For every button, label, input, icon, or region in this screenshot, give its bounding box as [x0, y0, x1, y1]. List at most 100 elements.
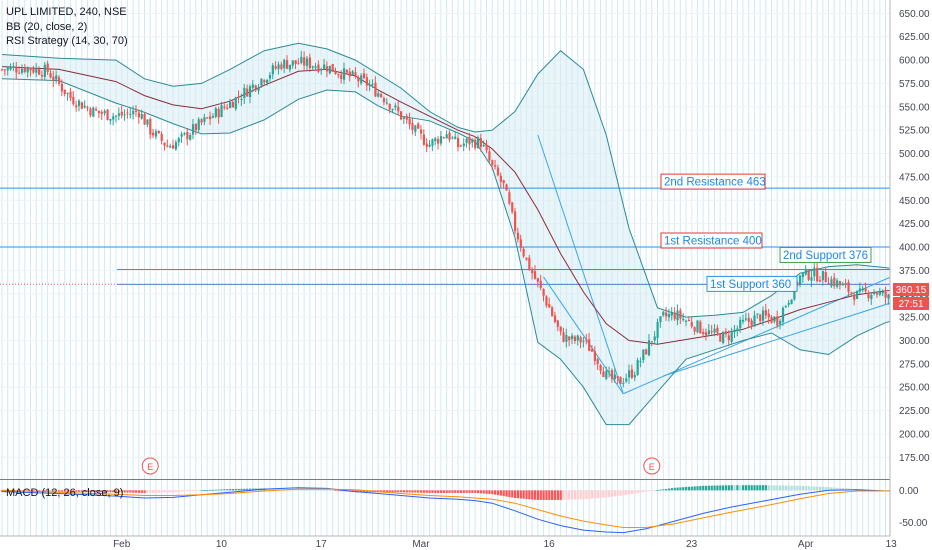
candle-body	[388, 103, 391, 110]
macd-histogram-bar	[394, 490, 397, 493]
candle-body	[109, 119, 112, 121]
time-tick-label: Feb	[113, 539, 131, 550]
candle-body	[174, 142, 178, 150]
macd-histogram-bar	[482, 490, 485, 494]
candle-body	[243, 87, 246, 99]
candle-body	[365, 77, 368, 86]
macd-histogram-bar	[539, 490, 542, 500]
macd-histogram-bar	[340, 490, 343, 492]
macd-histogram-bar	[810, 486, 813, 491]
candle-body	[608, 371, 611, 373]
candle-body	[26, 67, 29, 73]
candle-body	[439, 136, 443, 144]
macd-histogram-bar	[280, 488, 283, 491]
macd-histogram-bar	[816, 486, 819, 491]
macd-histogram-bar	[722, 485, 725, 491]
macd-histogram-bar	[770, 485, 773, 491]
macd-histogram-bar	[559, 490, 562, 500]
candle-body	[707, 330, 710, 335]
candle-body	[619, 377, 622, 384]
macd-histogram-bar	[83, 490, 86, 492]
candle-body	[576, 335, 579, 341]
macd-histogram-bar	[767, 485, 770, 491]
macd-histogram-bar	[209, 489, 212, 491]
macd-histogram-bar	[163, 490, 166, 493]
macd-histogram-bar	[388, 490, 391, 493]
candle-body	[645, 349, 648, 355]
macd-histogram-bar	[43, 490, 46, 492]
candle-body	[756, 313, 759, 315]
candle-body	[742, 319, 745, 322]
macd-histogram-bar	[234, 488, 237, 491]
macd-histogram-bar	[496, 490, 500, 496]
candle-body	[340, 74, 343, 80]
macd-histogram-bar	[525, 490, 528, 499]
macd-histogram-bar	[647, 490, 651, 492]
macd-histogram-bar	[314, 489, 317, 491]
macd-histogram-bar	[779, 485, 782, 491]
candle-body	[169, 146, 172, 148]
candle-body	[177, 138, 180, 143]
macd-histogram-bar	[92, 490, 95, 492]
macd-histogram-bar	[710, 485, 713, 491]
candle-body	[317, 64, 320, 72]
macd-histogram-bar	[590, 490, 594, 499]
candle-body	[448, 132, 451, 140]
price-tick-label: 175.00	[899, 453, 930, 464]
price-tag: 360.15	[896, 285, 927, 296]
macd-histogram-bar	[1, 490, 4, 492]
macd-histogram-bar	[106, 490, 109, 493]
candle-body	[55, 75, 58, 80]
price-tick-label: 500.00	[899, 149, 930, 160]
candle-body	[633, 375, 636, 378]
macd-histogram-bar	[69, 490, 72, 492]
candle-body	[459, 145, 463, 147]
price-tags: 360.15 27:51	[893, 283, 929, 310]
candle-body	[687, 319, 691, 321]
macd-histogram-bar	[685, 487, 688, 491]
candle-body	[630, 369, 634, 378]
macd-histogram-bar	[576, 490, 579, 500]
candle-body	[596, 359, 599, 364]
candle-body	[334, 71, 337, 74]
candle-body	[593, 351, 596, 361]
macd-histogram-bar	[86, 490, 89, 492]
candle-body	[514, 211, 517, 232]
macd-histogram-bar	[511, 490, 514, 498]
candle-body	[722, 331, 725, 344]
candle-body	[496, 167, 500, 176]
macd-histogram-bar	[551, 490, 554, 500]
candle-body	[750, 320, 753, 326]
macd-histogram-bar	[656, 490, 659, 491]
candle-body	[704, 332, 708, 336]
macd-histogram-bar	[180, 490, 183, 492]
candle-body	[442, 137, 445, 139]
candle-body	[297, 63, 300, 65]
candle-body	[132, 110, 135, 115]
macd-histogram-bar	[787, 485, 790, 491]
macd-histogram-bar	[488, 490, 491, 494]
macd-histogram-bar	[836, 487, 839, 491]
candle-body	[531, 269, 534, 274]
candle-body	[761, 310, 765, 321]
macd-histogram-bar	[454, 490, 457, 493]
candle-body	[214, 108, 217, 117]
macd-histogram-bar	[730, 485, 733, 491]
macd-histogram-bar	[437, 490, 440, 493]
candle-body	[562, 332, 565, 342]
candle-body	[274, 66, 277, 69]
macd-histogram-bar	[713, 485, 716, 491]
macd-histogram-bar	[676, 487, 679, 491]
candle-body	[613, 374, 616, 380]
macd-histogram-bar	[129, 490, 132, 493]
candle-body	[676, 310, 679, 321]
macd-histogram-bar	[739, 485, 742, 491]
macd-histogram-bar	[46, 490, 49, 492]
candle-body	[653, 336, 656, 341]
candle-body	[115, 115, 118, 117]
level-labels[interactable]: 2nd Resistance 463 1st Resistance 400 2nd …	[660, 173, 872, 292]
